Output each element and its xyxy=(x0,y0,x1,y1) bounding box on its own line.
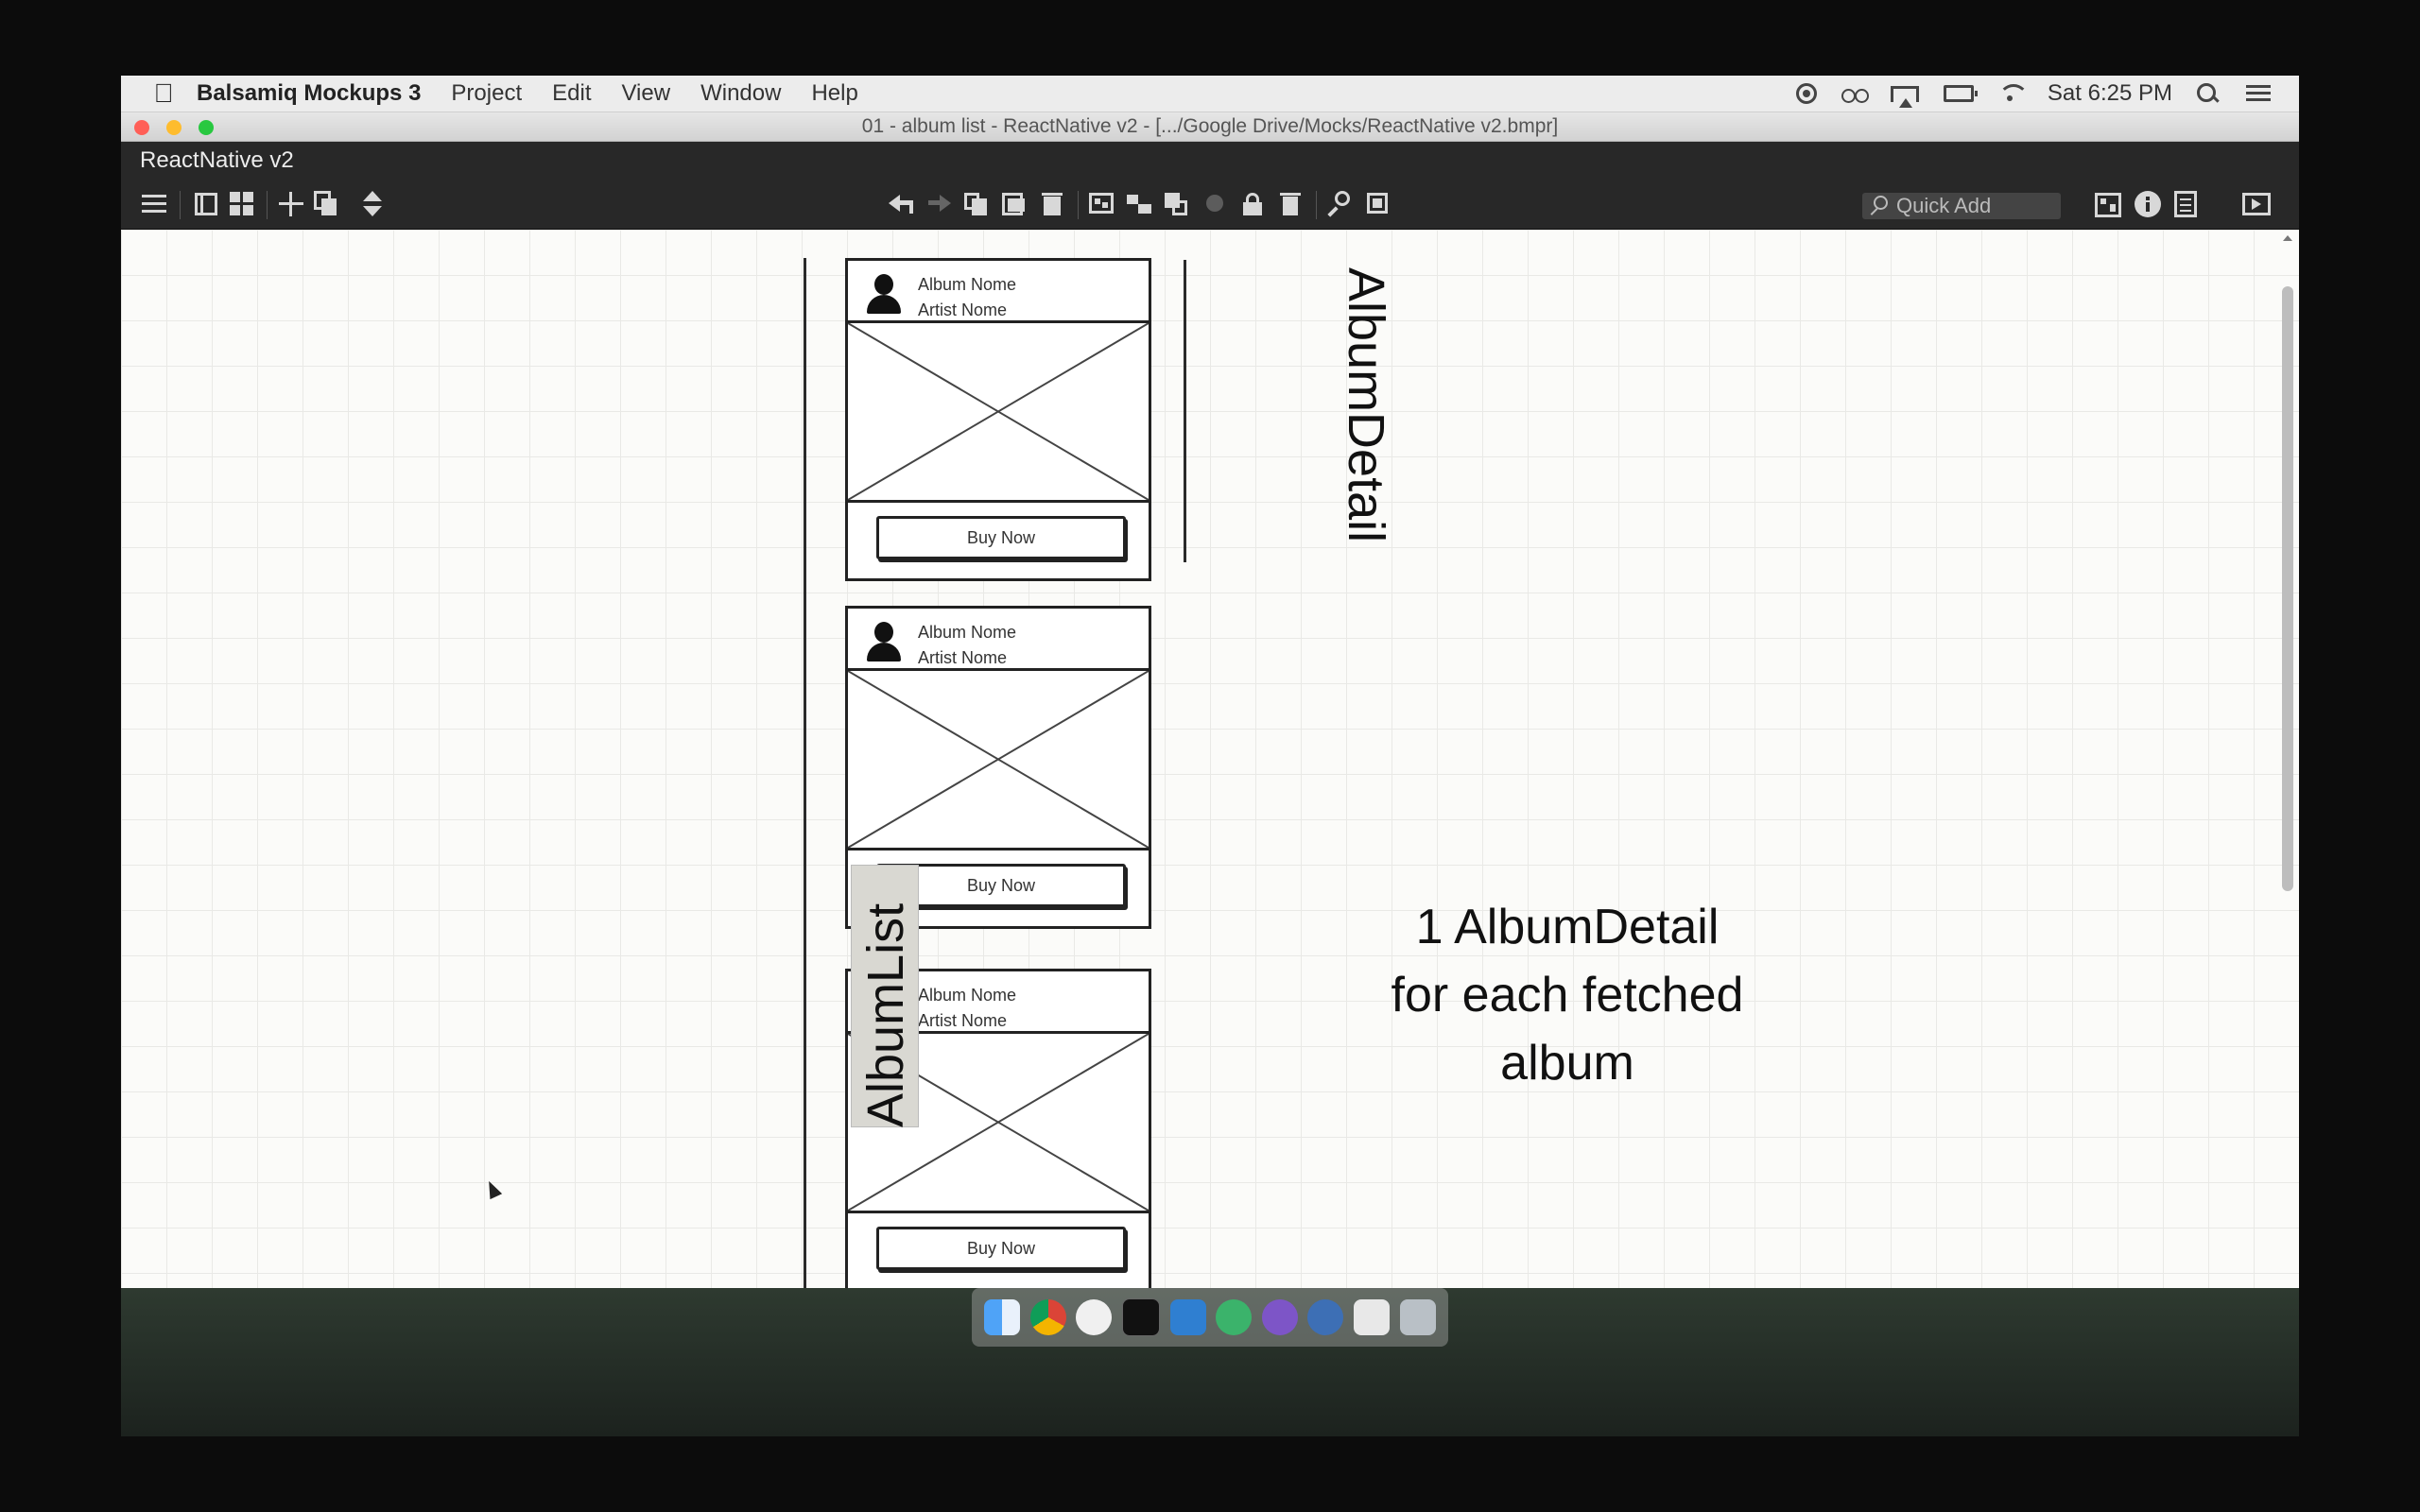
chrome-icon[interactable] xyxy=(1029,1299,1066,1335)
zoom-window-button[interactable] xyxy=(199,120,214,135)
finder-icon[interactable] xyxy=(984,1299,1021,1335)
spotlight-search-icon[interactable] xyxy=(2197,83,2221,104)
album-name: Album Nome xyxy=(918,623,1017,642)
trash-icon[interactable] xyxy=(1278,191,1305,217)
close-window-button[interactable] xyxy=(134,120,149,135)
screen:  Balsamiq Mockups 3 Project Edit View W… xyxy=(121,76,2299,1436)
paste-icon[interactable] xyxy=(1002,191,1028,217)
toolbar: Quick Add xyxy=(121,180,2299,230)
search-app-icon[interactable] xyxy=(1307,1299,1344,1335)
toolbar-separator xyxy=(180,191,181,219)
toolbar-separator xyxy=(1078,191,1079,219)
album-detail-label: AlbumDetail xyxy=(1338,267,1394,543)
accessibility-glasses-icon[interactable] xyxy=(1841,83,1869,104)
ungroup-icon[interactable] xyxy=(1127,191,1153,217)
album-name: Album Nome xyxy=(918,275,1017,294)
artist-name: Artist Nome xyxy=(918,301,1008,319)
search-icon xyxy=(1870,196,1891,216)
album-name: Album Nome xyxy=(918,986,1017,1005)
image-placeholder xyxy=(848,323,1149,503)
trash-bin-icon[interactable] xyxy=(1399,1299,1436,1335)
artist-name: Artist Nome xyxy=(918,648,1008,667)
menu-app-name[interactable]: Balsamiq Mockups 3 xyxy=(197,80,422,106)
user-avatar-icon xyxy=(865,622,903,663)
note-line: for each fetched xyxy=(1391,968,1744,1022)
folder-icon[interactable] xyxy=(1169,1299,1206,1335)
toolbar-separator xyxy=(267,191,268,219)
single-panel-view-icon[interactable] xyxy=(193,191,219,217)
mouse-cursor-icon xyxy=(482,1177,503,1200)
airplay-icon[interactable] xyxy=(1890,85,1919,108)
album-list-label: AlbumList xyxy=(857,902,914,1127)
annotation-note[interactable]: 1 AlbumDetail for each fetched album xyxy=(1340,893,1794,1097)
grid-view-icon[interactable] xyxy=(229,191,255,217)
menu-bar:  Balsamiq Mockups 3 Project Edit View W… xyxy=(121,76,2299,112)
album-card[interactable]: Album Nome Artist Nome Buy Now xyxy=(845,606,1151,929)
hamburger-menu-icon[interactable] xyxy=(142,191,168,217)
menu-status-area: Sat 6:25 PM xyxy=(1795,80,2271,108)
window-title: 01 - album list - ReactNative v2 - [.../… xyxy=(861,115,1559,137)
apple-icon[interactable]:  xyxy=(149,78,178,109)
editor-icon[interactable] xyxy=(1261,1299,1298,1335)
presentation-mode-icon[interactable] xyxy=(2242,191,2271,217)
quick-add-field[interactable]: Quick Add xyxy=(1862,193,2061,219)
menu-clock[interactable]: Sat 6:25 PM xyxy=(2047,80,2172,106)
album-card-header: Album Nome Artist Nome xyxy=(848,609,1149,671)
scroll-up-arrow-icon[interactable] xyxy=(2283,235,2292,241)
project-title-bar: ReactNative v2 xyxy=(121,142,2299,180)
spotify-icon[interactable] xyxy=(1216,1299,1253,1335)
note-line: album xyxy=(1500,1036,1634,1091)
undo-icon[interactable] xyxy=(889,191,915,217)
window-title-bar: 01 - album list - ReactNative v2 - [.../… xyxy=(121,112,2299,142)
dock xyxy=(972,1288,1448,1347)
reorder-arrows-icon[interactable] xyxy=(359,191,386,217)
vertical-scroll-thumb[interactable] xyxy=(2282,286,2293,891)
record-icon[interactable] xyxy=(1795,83,1817,104)
vertical-scrollbar[interactable] xyxy=(2278,230,2297,1411)
ui-library-icon[interactable] xyxy=(2095,191,2121,217)
quick-add-placeholder: Quick Add xyxy=(1896,194,1992,217)
album-detail-bracket-line xyxy=(1184,260,1186,562)
copy-icon[interactable] xyxy=(964,191,991,217)
fit-to-screen-icon[interactable] xyxy=(1365,191,1392,217)
artist-name: Artist Nome xyxy=(918,1011,1008,1030)
user-avatar-icon xyxy=(865,274,903,316)
redo-icon[interactable] xyxy=(926,191,953,217)
project-name: ReactNative v2 xyxy=(140,147,294,173)
menu-help[interactable]: Help xyxy=(811,80,858,106)
image-placeholder xyxy=(848,671,1149,850)
mockup-canvas[interactable]: Album Nome Artist Nome Buy Now Album Nom… xyxy=(121,230,2299,1436)
emoji-app-icon[interactable] xyxy=(1076,1299,1113,1335)
duplicate-mockup-icon[interactable] xyxy=(314,191,340,217)
menu-project[interactable]: Project xyxy=(451,80,523,106)
minimize-window-button[interactable] xyxy=(166,120,182,135)
note-line: 1 AlbumDetail xyxy=(1415,900,1720,954)
menu-view[interactable]: View xyxy=(621,80,671,106)
buy-now-button[interactable]: Buy Now xyxy=(876,516,1126,559)
album-card[interactable]: Album Nome Artist Nome Buy Now xyxy=(845,258,1151,581)
buy-now-button[interactable]: Buy Now xyxy=(876,1227,1126,1270)
bring-forward-icon[interactable] xyxy=(1165,191,1191,217)
battery-icon[interactable] xyxy=(1943,85,1978,102)
notes-panel-icon[interactable] xyxy=(2172,191,2199,217)
toolbar-separator xyxy=(1316,191,1317,219)
info-icon[interactable] xyxy=(2135,191,2161,217)
add-mockup-icon[interactable] xyxy=(278,191,304,217)
document-icon[interactable] xyxy=(1354,1299,1391,1335)
terminal-icon[interactable] xyxy=(1122,1298,1161,1336)
album-list-bracket-line xyxy=(804,258,806,1296)
group-icon[interactable] xyxy=(1089,191,1115,217)
wifi-icon[interactable] xyxy=(1997,84,2029,103)
album-list-label-box[interactable] xyxy=(851,865,919,1127)
desktop-background xyxy=(121,1288,2299,1436)
lock-icon[interactable] xyxy=(1240,191,1267,217)
send-backward-icon[interactable] xyxy=(1202,191,1229,217)
delete-icon[interactable] xyxy=(1040,191,1066,217)
notification-center-icon[interactable] xyxy=(2246,83,2271,104)
menu-window[interactable]: Window xyxy=(700,80,782,106)
zoom-search-icon[interactable] xyxy=(1327,191,1354,217)
menu-edit[interactable]: Edit xyxy=(552,80,592,106)
album-card-header: Album Nome Artist Nome xyxy=(848,261,1149,323)
